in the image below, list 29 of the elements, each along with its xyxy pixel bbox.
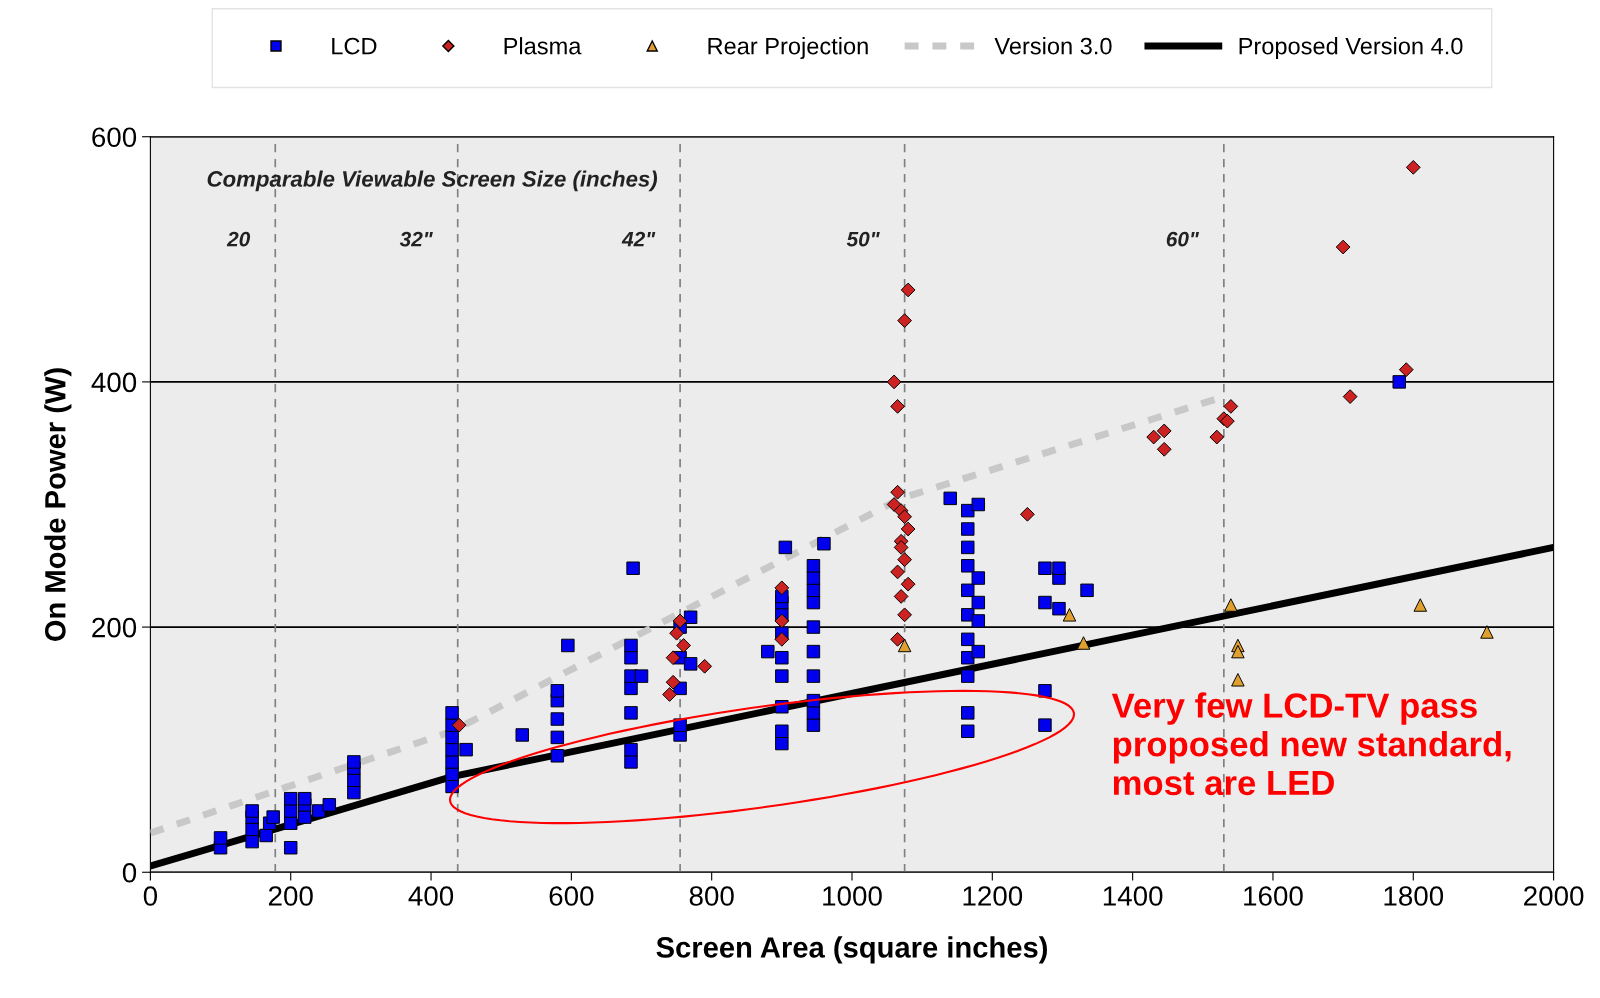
annotation: 60" bbox=[1166, 231, 1200, 247]
annotation: 32" bbox=[399, 231, 433, 247]
legend-label: LCD bbox=[332, 37, 377, 55]
x-tick-label: 2000 bbox=[1524, 886, 1584, 906]
annotation: Very few LCD-TV pass proposed new standard, most are LED bbox=[1111, 692, 1511, 796]
x-tick-label: 800 bbox=[689, 886, 734, 906]
x-axis-title: Screen Area (square inches) bbox=[656, 936, 1047, 964]
y-axis-title: On Mode Power (W) bbox=[44, 368, 72, 642]
legend-label: Proposed Version 4.0 bbox=[1239, 37, 1463, 60]
y-tick-label: 0 bbox=[122, 862, 137, 883]
x-tick-label: 1200 bbox=[963, 886, 1023, 906]
annotation: 20 bbox=[226, 231, 251, 247]
x-tick-label: 200 bbox=[268, 886, 313, 906]
x-tick-label: 1000 bbox=[823, 886, 882, 906]
x-tick-label: 400 bbox=[408, 886, 454, 906]
y-tick-label: 600 bbox=[92, 127, 137, 148]
annotation: 42" bbox=[621, 231, 656, 247]
x-tick-label: 1400 bbox=[1103, 886, 1163, 906]
y-tick-label: 400 bbox=[91, 372, 137, 393]
x-tick-label: 1600 bbox=[1244, 886, 1303, 906]
x-tick-label: 600 bbox=[549, 886, 594, 906]
legend-label: Rear Projection bbox=[708, 37, 868, 60]
x-tick-label: 0 bbox=[143, 886, 158, 906]
annotation: Comparable Viewable Screen Size (inches) bbox=[207, 170, 658, 192]
y-tick-label: 200 bbox=[92, 617, 137, 638]
legend-label: Version 3.0 bbox=[994, 37, 1112, 55]
legend-label: Plasma bbox=[504, 37, 582, 55]
x-tick-label: 1800 bbox=[1384, 886, 1444, 906]
annotation: 50" bbox=[846, 231, 880, 247]
